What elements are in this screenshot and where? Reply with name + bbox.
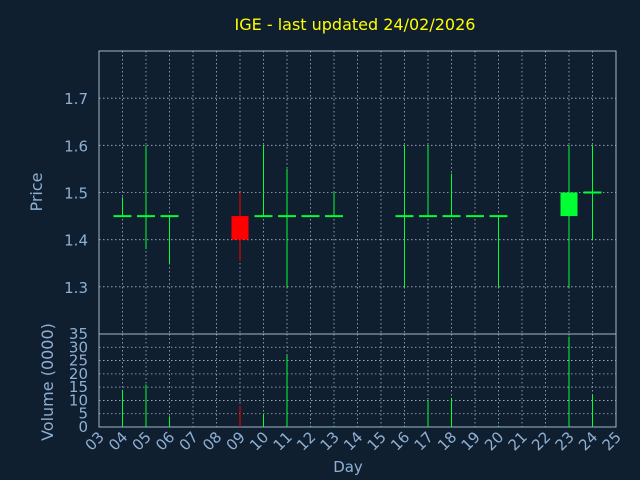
volume-tick-label: 20 [69, 365, 88, 383]
price-axis-label: Price [27, 172, 46, 211]
day-tick-label: 17 [411, 428, 437, 454]
day-tick-label: 05 [129, 428, 155, 454]
day-tick-label: 20 [481, 428, 507, 454]
day-tick-label: 07 [176, 428, 202, 454]
day-tick-label: 11 [270, 428, 296, 454]
day-tick-label: 04 [105, 428, 131, 454]
price-tick-label: 1.4 [64, 232, 88, 250]
day-tick-label: 08 [199, 428, 225, 454]
day-axis-label: Day [333, 458, 363, 476]
day-tick-label: 13 [317, 428, 343, 454]
volume-series [122, 336, 593, 427]
day-tick-label: 22 [528, 428, 554, 454]
day-tick-label: 18 [434, 428, 460, 454]
day-tick-label: 10 [246, 428, 272, 454]
volume-tick-label: 30 [69, 338, 88, 356]
volume-grid [99, 334, 616, 427]
price-tick-label: 1.3 [64, 279, 88, 297]
day-tick-label: 23 [552, 428, 578, 454]
candle-body [231, 216, 249, 240]
day-tick-label: 16 [387, 428, 413, 454]
day-tick-label: 15 [364, 428, 390, 454]
volume-tick-label: 35 [69, 325, 88, 343]
price-axis: 1.3 1.4 1.5 1.6 1.7 [64, 90, 88, 297]
price-grid [99, 51, 616, 334]
candle-body [560, 192, 578, 217]
volume-plot-frame [98, 333, 617, 428]
day-tick-label: 12 [293, 428, 319, 454]
price-tick-label: 1.7 [64, 90, 88, 108]
volume-tick-label: 25 [69, 352, 88, 370]
day-tick-label: 21 [505, 428, 531, 454]
price-tick-label: 1.5 [64, 185, 88, 203]
day-tick-label: 14 [340, 428, 366, 454]
day-tick-label: 06 [152, 428, 178, 454]
chart-title: IGE - last updated 24/02/2026 [235, 15, 476, 34]
volume-tick-label: 5 [78, 405, 88, 423]
day-tick-label: 09 [223, 428, 249, 454]
day-tick-label: 19 [458, 428, 484, 454]
candlestick-series [113, 145, 602, 287]
day-tick-label: 24 [575, 428, 601, 454]
volume-axis-label: Volume (0000) [38, 323, 57, 441]
price-tick-label: 1.6 [64, 137, 88, 155]
day-tick-label: 25 [599, 428, 625, 454]
volume-tick-label: 0 [78, 418, 88, 436]
volume-tick-label: 15 [69, 378, 88, 396]
volume-tick-label: 10 [69, 391, 88, 409]
day-axis: 0304050607080910111213141516171819202122… [82, 428, 625, 454]
